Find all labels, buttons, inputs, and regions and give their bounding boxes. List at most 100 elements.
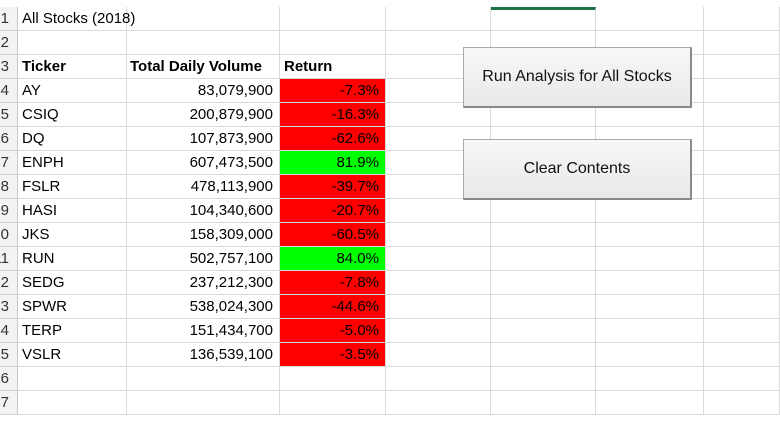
ticker-cell[interactable]: DQ xyxy=(18,127,127,151)
cell[interactable] xyxy=(704,151,780,175)
cell[interactable] xyxy=(491,319,596,343)
cell[interactable] xyxy=(704,55,780,79)
cell[interactable] xyxy=(386,391,491,415)
ticker-cell[interactable]: ENPH xyxy=(18,151,127,175)
ticker-cell[interactable]: FSLR xyxy=(18,175,127,199)
return-cell[interactable]: -3.5% xyxy=(280,343,386,367)
return-cell[interactable]: -44.6% xyxy=(280,295,386,319)
ticker-cell[interactable]: JKS xyxy=(18,223,127,247)
cell[interactable] xyxy=(596,7,704,31)
cell[interactable] xyxy=(386,271,491,295)
cell[interactable] xyxy=(127,7,280,31)
cell[interactable] xyxy=(386,223,491,247)
row-number[interactable]: 3 xyxy=(0,55,18,79)
cell[interactable] xyxy=(704,343,780,367)
cell[interactable] xyxy=(596,103,704,127)
return-cell[interactable]: -16.3% xyxy=(280,103,386,127)
cell[interactable] xyxy=(491,367,596,391)
run-analysis-button[interactable]: Run Analysis for All Stocks xyxy=(463,47,692,108)
cell[interactable] xyxy=(386,367,491,391)
cell[interactable] xyxy=(280,367,386,391)
cell[interactable] xyxy=(386,199,491,223)
cell[interactable] xyxy=(127,391,280,415)
cell[interactable] xyxy=(386,343,491,367)
return-cell[interactable]: -39.7% xyxy=(280,175,386,199)
row-number[interactable]: 12 xyxy=(0,271,18,295)
ticker-cell[interactable]: VSLR xyxy=(18,343,127,367)
cell[interactable] xyxy=(386,103,491,127)
sheet-title[interactable]: All Stocks (2018) xyxy=(18,7,135,31)
return-cell[interactable]: 84.0% xyxy=(280,247,386,271)
volume-cell[interactable]: 83,079,900 xyxy=(127,79,280,103)
cell[interactable] xyxy=(491,247,596,271)
cell[interactable] xyxy=(704,7,780,31)
cell[interactable] xyxy=(596,295,704,319)
cell[interactable] xyxy=(18,367,127,391)
cell[interactable] xyxy=(491,7,596,31)
cell[interactable] xyxy=(491,271,596,295)
cell[interactable] xyxy=(491,223,596,247)
volume-cell[interactable]: 107,873,900 xyxy=(127,127,280,151)
row-number[interactable]: 10 xyxy=(0,223,18,247)
cell[interactable] xyxy=(596,247,704,271)
cell[interactable] xyxy=(491,295,596,319)
return-cell[interactable]: -7.8% xyxy=(280,271,386,295)
return-cell[interactable]: -62.6% xyxy=(280,127,386,151)
row-number[interactable]: 4 xyxy=(0,79,18,103)
cell[interactable] xyxy=(596,223,704,247)
return-cell[interactable]: -20.7% xyxy=(280,199,386,223)
row-number[interactable]: 17 xyxy=(0,391,18,415)
row-number[interactable]: 9 xyxy=(0,199,18,223)
volume-cell[interactable]: 104,340,600 xyxy=(127,199,280,223)
return-cell[interactable]: -60.5% xyxy=(280,223,386,247)
volume-cell[interactable]: 136,539,100 xyxy=(127,343,280,367)
cell[interactable] xyxy=(280,7,386,31)
cell[interactable] xyxy=(127,31,280,55)
return-cell[interactable]: -5.0% xyxy=(280,319,386,343)
cell[interactable] xyxy=(596,391,704,415)
row-number[interactable]: 15 xyxy=(0,343,18,367)
return-cell[interactable]: -7.3% xyxy=(280,79,386,103)
cell[interactable] xyxy=(704,175,780,199)
cell[interactable] xyxy=(704,295,780,319)
row-number[interactable]: 8 xyxy=(0,175,18,199)
row-number[interactable]: 16 xyxy=(0,367,18,391)
cell[interactable] xyxy=(386,295,491,319)
return-cell[interactable]: 81.9% xyxy=(280,151,386,175)
cell[interactable] xyxy=(491,199,596,223)
row-number[interactable]: 7 xyxy=(0,151,18,175)
volume-cell[interactable]: 237,212,300 xyxy=(127,271,280,295)
cell[interactable] xyxy=(386,31,491,55)
cell[interactable] xyxy=(704,247,780,271)
cell[interactable] xyxy=(704,103,780,127)
header-volume[interactable]: Total Daily Volume xyxy=(127,55,280,79)
cell[interactable] xyxy=(704,127,780,151)
cell[interactable] xyxy=(491,103,596,127)
volume-cell[interactable]: 200,879,900 xyxy=(127,103,280,127)
ticker-cell[interactable]: CSIQ xyxy=(18,103,127,127)
row-number[interactable]: 11 xyxy=(0,247,18,271)
ticker-cell[interactable]: AY xyxy=(18,79,127,103)
cell[interactable] xyxy=(704,223,780,247)
cell[interactable] xyxy=(280,391,386,415)
cell[interactable] xyxy=(386,7,491,31)
row-number[interactable]: 1 xyxy=(0,7,18,31)
cell[interactable] xyxy=(704,271,780,295)
cell[interactable] xyxy=(491,343,596,367)
cell[interactable] xyxy=(386,319,491,343)
volume-cell[interactable]: 158,309,000 xyxy=(127,223,280,247)
cell[interactable] xyxy=(491,391,596,415)
header-return[interactable]: Return xyxy=(280,55,386,79)
header-ticker[interactable]: Ticker xyxy=(18,55,127,79)
cell[interactable] xyxy=(704,199,780,223)
cell[interactable] xyxy=(280,31,386,55)
cell[interactable] xyxy=(596,343,704,367)
cell[interactable] xyxy=(704,79,780,103)
volume-cell[interactable]: 478,113,900 xyxy=(127,175,280,199)
cell[interactable] xyxy=(596,319,704,343)
cell[interactable] xyxy=(18,31,127,55)
row-number[interactable]: 2 xyxy=(0,31,18,55)
row-number[interactable]: 6 xyxy=(0,127,18,151)
cell[interactable] xyxy=(596,271,704,295)
